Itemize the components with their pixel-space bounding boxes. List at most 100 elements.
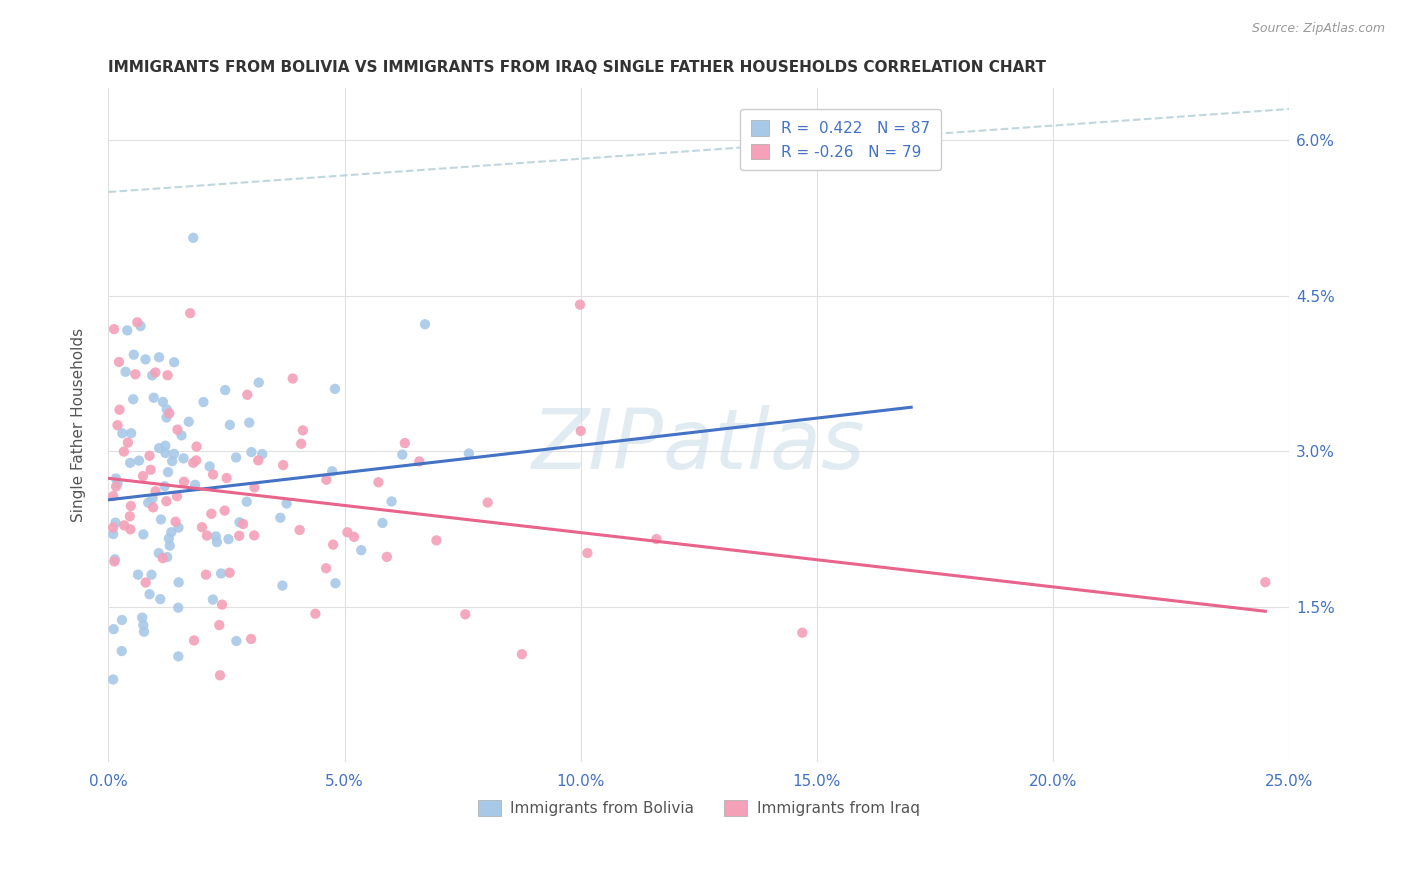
Point bbox=[120, 499, 142, 513]
Point bbox=[122, 392, 145, 407]
Point bbox=[124, 368, 146, 382]
Point bbox=[139, 463, 162, 477]
Point bbox=[271, 578, 294, 592]
Point bbox=[247, 376, 270, 390]
Point bbox=[111, 426, 134, 441]
Point bbox=[202, 467, 225, 482]
Point bbox=[214, 383, 236, 397]
Point bbox=[218, 566, 240, 580]
Point bbox=[336, 525, 359, 540]
Point bbox=[155, 410, 177, 425]
Point bbox=[167, 520, 190, 534]
Point bbox=[107, 418, 129, 433]
Point bbox=[408, 454, 430, 468]
Point bbox=[127, 315, 149, 329]
Point bbox=[181, 456, 204, 470]
Point bbox=[148, 351, 170, 365]
Point bbox=[160, 525, 183, 540]
Point bbox=[105, 479, 128, 493]
Point bbox=[134, 352, 156, 367]
Point bbox=[228, 516, 250, 530]
Point bbox=[343, 530, 366, 544]
Point bbox=[156, 550, 179, 565]
Point bbox=[186, 440, 208, 454]
Point bbox=[127, 567, 149, 582]
Point bbox=[138, 449, 160, 463]
Point bbox=[217, 532, 239, 546]
Point bbox=[243, 528, 266, 542]
Point bbox=[205, 529, 228, 543]
Point bbox=[225, 450, 247, 465]
Point bbox=[236, 388, 259, 402]
Point bbox=[103, 322, 125, 336]
Point bbox=[163, 447, 186, 461]
Point bbox=[200, 507, 222, 521]
Point bbox=[104, 552, 127, 566]
Point bbox=[135, 575, 157, 590]
Point bbox=[107, 476, 129, 491]
Point bbox=[184, 478, 207, 492]
Text: ZIPatlas: ZIPatlas bbox=[531, 405, 866, 486]
Point bbox=[184, 453, 207, 467]
Point bbox=[569, 298, 592, 312]
Point bbox=[103, 527, 125, 541]
Point bbox=[143, 366, 166, 380]
Point bbox=[322, 538, 344, 552]
Point bbox=[201, 592, 224, 607]
Point bbox=[108, 355, 131, 369]
Point bbox=[136, 496, 159, 510]
Point bbox=[232, 516, 254, 531]
Point bbox=[181, 231, 204, 245]
Point bbox=[218, 417, 240, 432]
Point bbox=[315, 473, 337, 487]
Point bbox=[166, 423, 188, 437]
Point bbox=[166, 489, 188, 503]
Point bbox=[149, 592, 172, 607]
Point bbox=[159, 539, 181, 553]
Point bbox=[103, 554, 125, 568]
Point bbox=[142, 500, 165, 515]
Point bbox=[104, 471, 127, 485]
Point bbox=[153, 479, 176, 493]
Point bbox=[156, 402, 179, 417]
Point bbox=[276, 496, 298, 510]
Point bbox=[269, 510, 291, 524]
Point bbox=[155, 494, 177, 508]
Text: Source: ZipAtlas.com: Source: ZipAtlas.com bbox=[1251, 22, 1385, 36]
Point bbox=[138, 587, 160, 601]
Point bbox=[173, 475, 195, 489]
Point bbox=[304, 607, 326, 621]
Point bbox=[177, 415, 200, 429]
Point bbox=[141, 368, 163, 383]
Point bbox=[569, 424, 592, 438]
Point bbox=[321, 464, 343, 478]
Point bbox=[157, 406, 180, 420]
Point bbox=[454, 607, 477, 622]
Point bbox=[208, 668, 231, 682]
Point bbox=[112, 444, 135, 458]
Point bbox=[195, 528, 218, 542]
Point bbox=[247, 453, 270, 467]
Point bbox=[163, 355, 186, 369]
Point bbox=[510, 647, 533, 661]
Point bbox=[122, 348, 145, 362]
Point bbox=[103, 520, 125, 534]
Point bbox=[111, 644, 134, 658]
Point bbox=[118, 509, 141, 524]
Point bbox=[792, 625, 814, 640]
Point bbox=[114, 365, 136, 379]
Point bbox=[131, 610, 153, 624]
Point bbox=[238, 416, 260, 430]
Point bbox=[252, 447, 274, 461]
Point bbox=[132, 469, 155, 483]
Point bbox=[112, 518, 135, 533]
Point bbox=[132, 527, 155, 541]
Point bbox=[167, 600, 190, 615]
Point bbox=[375, 549, 398, 564]
Point bbox=[205, 535, 228, 549]
Point bbox=[117, 323, 139, 337]
Point bbox=[288, 523, 311, 537]
Point bbox=[108, 402, 131, 417]
Point bbox=[117, 435, 139, 450]
Point bbox=[391, 448, 413, 462]
